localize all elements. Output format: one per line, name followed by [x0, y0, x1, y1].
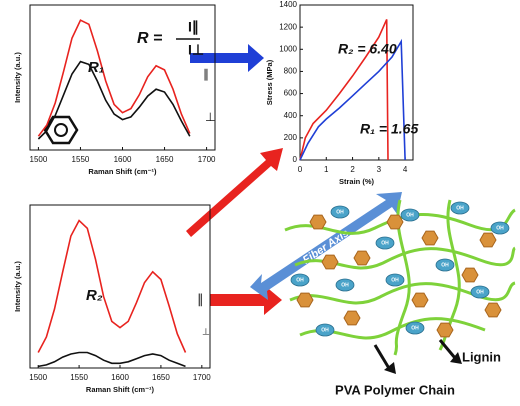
y-axis-label: Intensity (a.u.): [13, 261, 22, 312]
x-tick-label: 1650: [152, 373, 170, 382]
oh-label: OH: [441, 262, 449, 268]
annotation: R =: [137, 30, 162, 47]
pva-arrow: [373, 344, 392, 371]
oh-group: [375, 236, 395, 250]
lignin-unit: [296, 292, 314, 308]
oh-group: [330, 205, 350, 219]
oh-group: [400, 208, 420, 222]
annotation: R₁: [88, 59, 104, 76]
oh-group: [435, 258, 455, 272]
blue-arrow: [190, 44, 264, 72]
y-tick-label: 400: [284, 111, 298, 120]
oh-group: [470, 285, 490, 299]
oh-group: [405, 321, 425, 335]
annotation: R₂ = 6.40: [338, 41, 397, 57]
x-axis-label: Raman Shift (cm⁻¹): [86, 385, 155, 394]
polymer-chain: [294, 246, 517, 270]
x-tick-label: 1600: [111, 373, 129, 382]
oh-label: OH: [476, 289, 484, 295]
y-tick-label: 1400: [279, 0, 297, 9]
annotation: ⊥: [205, 110, 215, 124]
oh-group: [315, 323, 335, 337]
oh-label: OH: [456, 205, 464, 211]
lignin-unit: [386, 214, 404, 230]
data-line: [299, 19, 389, 161]
annotation: R₁ = 1.65: [360, 121, 418, 137]
y-tick-label: 1200: [279, 22, 297, 31]
y-axis-label: Stress (MPa): [265, 59, 274, 105]
oh-label: OH: [496, 225, 504, 231]
oh-group: [290, 273, 310, 287]
plot-frame: [29, 204, 211, 369]
x-tick-label: 1550: [72, 155, 90, 164]
oh-group: [490, 221, 510, 235]
fiber-axis-arrow: [250, 192, 402, 300]
y-tick-label: 1000: [279, 44, 297, 53]
oh-label: OH: [321, 327, 329, 333]
oh-label: OH: [336, 209, 344, 215]
oh-label: OH: [296, 277, 304, 283]
data-line: [37, 60, 191, 140]
annotation: I⊥: [188, 42, 204, 58]
annotation: ∥: [197, 291, 204, 306]
polymer-chain: [393, 199, 411, 356]
y-axis-label: Intensity (a.u.): [13, 52, 22, 103]
annotation: I∥: [188, 19, 199, 36]
lignin-unit: [343, 310, 361, 326]
oh-label: OH: [406, 212, 414, 218]
oh-label: OH: [381, 240, 389, 246]
lignin-arrowhead: [450, 352, 462, 364]
pva-arrowhead: [384, 362, 396, 374]
x-tick-label: 0: [298, 165, 303, 174]
data-line: [37, 19, 191, 137]
lignin-arrow: [438, 339, 457, 359]
red-arrow-right: [210, 285, 282, 315]
x-tick-label: 1700: [193, 373, 211, 382]
x-tick-label: 1: [324, 165, 329, 174]
pva-label: PVA Polymer Chain: [335, 382, 455, 397]
x-tick-label: 1550: [70, 373, 88, 382]
y-tick-label: 200: [284, 133, 298, 142]
annotation: ⊥: [202, 326, 210, 336]
lignin-unit: [421, 230, 439, 246]
annotation: ∥: [203, 67, 209, 81]
oh-label: OH: [411, 325, 419, 331]
x-tick-label: 1650: [156, 155, 174, 164]
lignin-unit: [353, 250, 371, 266]
x-tick-label: 1500: [29, 373, 47, 382]
y-tick-label: 800: [284, 67, 298, 76]
lignin-unit: [484, 302, 502, 318]
x-tick-label: 1600: [114, 155, 132, 164]
data-line: [299, 38, 406, 161]
y-tick-label: 0: [293, 155, 298, 164]
data-line: [38, 351, 186, 368]
x-axis-label: Strain (%): [339, 177, 375, 186]
lignin-unit: [321, 254, 339, 270]
x-tick-label: 1500: [30, 155, 48, 164]
polymer-chain: [289, 281, 516, 305]
lignin-unit: [309, 214, 327, 230]
benzene-ring: [54, 123, 68, 137]
annotation: R₂: [86, 287, 103, 304]
lignin-unit: [461, 267, 479, 283]
lignin-unit: [411, 292, 429, 308]
x-tick-label: 4: [403, 165, 408, 174]
y-tick-label: 600: [284, 89, 298, 98]
oh-group: [385, 273, 405, 287]
lignin-unit: [479, 232, 497, 248]
data-line: [37, 219, 187, 353]
lignin-unit: [436, 322, 454, 338]
lignin-label: Lignin: [462, 349, 501, 364]
oh-label: OH: [341, 282, 349, 288]
x-axis-label: Raman Shift (cm⁻¹): [88, 167, 157, 176]
x-tick-label: 1700: [198, 155, 216, 164]
oh-group: [335, 278, 355, 292]
oh-label: OH: [391, 277, 399, 283]
oh-group: [450, 201, 470, 215]
benzene-icon: [43, 115, 79, 145]
x-tick-label: 2: [350, 165, 355, 174]
x-tick-label: 3: [377, 165, 382, 174]
plot-frame: [299, 4, 414, 161]
